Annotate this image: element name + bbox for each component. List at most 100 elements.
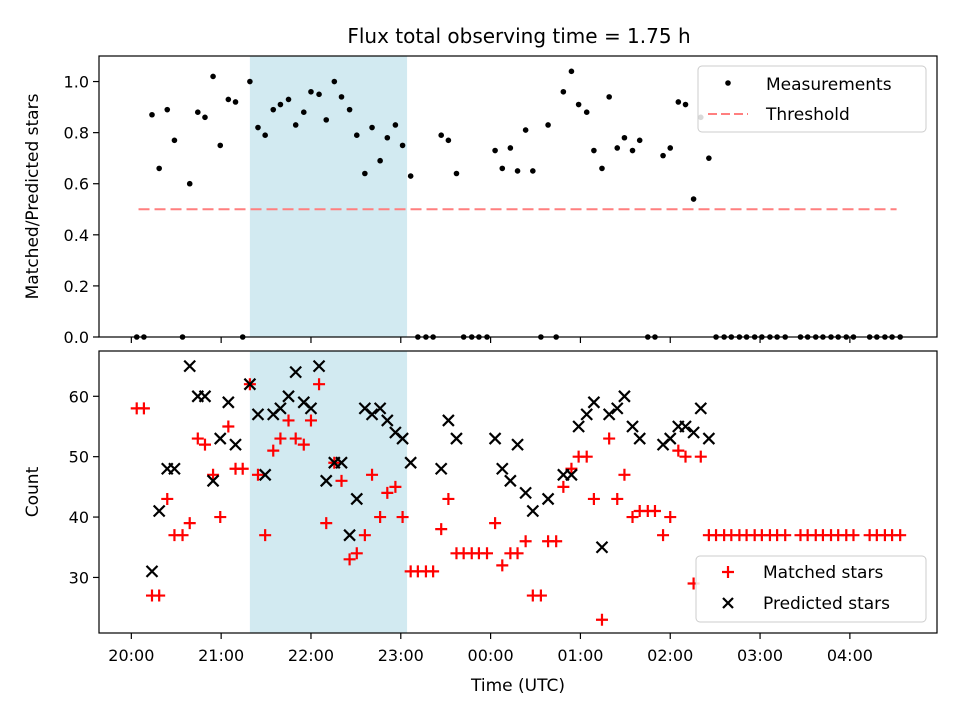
measurement-point — [262, 132, 268, 138]
matched-star-point — [396, 511, 409, 524]
matched-star-point — [335, 474, 348, 487]
matched-star-point — [274, 432, 287, 445]
measurement-point — [210, 73, 216, 80]
matched-star-point — [282, 414, 295, 427]
predicted-star-point — [289, 365, 302, 379]
matched-star-point — [267, 444, 280, 457]
x-tick-label: 22:00 — [288, 646, 334, 665]
measurement-point — [690, 196, 697, 202]
matched-star-point — [198, 438, 211, 451]
bottom-ytick-label: 50 — [69, 448, 89, 467]
predicted-star-point — [504, 474, 517, 488]
measurement-point — [164, 106, 171, 113]
measurement-point — [636, 137, 643, 144]
matched-star-point — [176, 529, 189, 542]
legend-matched-marker — [722, 566, 734, 578]
matched-star-point — [595, 613, 608, 626]
legend-matched-label: Matched stars — [763, 563, 883, 583]
matched-star-point — [236, 462, 249, 475]
measurement-point — [384, 134, 391, 141]
measurement-point — [323, 117, 330, 123]
x-tick-label: 20:00 — [108, 646, 154, 665]
bottom-legend: Matched stars Predicted stars — [695, 555, 927, 623]
matched-star-point — [191, 432, 204, 445]
measurement-point — [331, 78, 338, 85]
measurement-point — [292, 122, 299, 128]
measurement-point — [591, 147, 597, 154]
top-ytick-label: 0.2 — [64, 277, 89, 296]
matched-star-point — [207, 468, 220, 481]
x-tick-label: 23:00 — [378, 646, 424, 665]
predicted-star-point — [198, 390, 212, 403]
measurement-point — [270, 106, 277, 113]
matched-star-point — [565, 462, 578, 475]
predicted-star-point — [365, 408, 379, 421]
bottom-highlight-span — [249, 351, 408, 633]
predicted-star-point — [565, 468, 578, 482]
matched-star-point — [611, 492, 624, 505]
matched-star-point — [519, 535, 532, 548]
measurement-point — [353, 132, 360, 138]
predicted-star-point — [694, 402, 708, 415]
matched-star-point — [297, 438, 310, 451]
bottom-axis-ticks: 30 40 50 60 20:00 21:00 22:00 23:00 00:00 01:00 02… — [69, 387, 873, 665]
matched-star-point — [779, 529, 792, 542]
measurement-point — [445, 137, 452, 144]
matched-star-point — [304, 414, 317, 427]
predicted-star-point — [312, 359, 326, 373]
matched-star-point — [580, 450, 593, 463]
matched-star-point — [587, 492, 600, 505]
measurement-point — [194, 109, 201, 115]
predicted-star-point — [222, 396, 235, 409]
measurement-point — [629, 147, 636, 154]
predicted-star-point — [335, 456, 348, 469]
measurement-point — [438, 132, 445, 138]
measurement-point — [507, 145, 514, 151]
matched-star-point — [894, 529, 907, 542]
measurement-point — [369, 124, 375, 131]
matched-star-point — [251, 468, 264, 481]
matched-star-point — [847, 529, 860, 542]
measurement-points — [133, 68, 903, 340]
matched-star-point — [694, 450, 707, 463]
top-ytick-label: 0.6 — [64, 175, 89, 194]
measurement-point — [156, 165, 162, 172]
top-legend: Measurements Threshold — [697, 65, 927, 133]
x-tick-label: 21:00 — [198, 646, 244, 665]
bottom-ytick-label: 30 — [69, 568, 89, 587]
measurement-point — [575, 101, 582, 108]
top-axis-ticks: 0.0 0.2 0.4 0.6 0.8 1.0 — [64, 73, 851, 347]
predicted-star-point — [519, 486, 532, 500]
predicted-star-point — [687, 426, 700, 439]
predicted-star-point — [381, 414, 394, 427]
predicted-star-point — [580, 408, 593, 421]
matched-star-point — [259, 529, 272, 542]
matched-star-point — [481, 547, 494, 560]
measurement-point — [338, 94, 345, 100]
measurement-point — [377, 157, 383, 164]
x-tick-label: 01:00 — [557, 646, 603, 665]
legend-measurements-label: Measurements — [766, 75, 892, 95]
matched-star-point — [358, 529, 371, 542]
predicted-star-point — [434, 462, 448, 476]
predicted-star-point — [243, 377, 257, 391]
matched-star-point — [161, 492, 174, 505]
measurement-point — [346, 106, 353, 113]
predicted-star-point — [404, 456, 417, 469]
x-tick-label: 02:00 — [647, 646, 693, 665]
legend-measurement-marker — [725, 80, 731, 86]
measurement-point — [560, 88, 567, 95]
matched-star-point — [381, 486, 394, 499]
measurement-point — [186, 180, 193, 187]
predicted-star-point — [610, 402, 624, 415]
measurement-point — [362, 170, 368, 177]
top-legend-box — [697, 65, 927, 133]
predicted-star-point — [258, 468, 272, 482]
measurement-point — [149, 111, 155, 118]
matched-star-point — [496, 559, 509, 572]
count-points — [130, 359, 907, 626]
predicted-star-point — [679, 420, 692, 433]
predicted-star-point — [152, 504, 166, 518]
measurement-point — [660, 152, 666, 159]
